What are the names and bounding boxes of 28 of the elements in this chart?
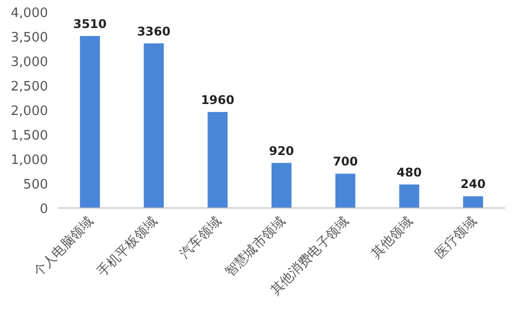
data-label: 3360 xyxy=(137,24,170,38)
x-tick-label: 医疗领域 xyxy=(432,214,480,262)
bar xyxy=(208,112,228,208)
x-tick-label: 汽车领域 xyxy=(177,214,224,262)
y-tick-label: 1,500 xyxy=(10,128,48,144)
y-tick-label: 4,000 xyxy=(10,6,48,21)
y-tick-label: 3,500 xyxy=(10,30,48,46)
x-tick-label: 个人电脑领域 xyxy=(30,214,97,280)
bar xyxy=(272,162,292,208)
bar xyxy=(335,174,356,208)
x-tick-label: 其他领域 xyxy=(368,214,416,262)
y-tick-label: 3,000 xyxy=(10,55,48,70)
x-tick-label: 手机平板领域 xyxy=(94,214,161,280)
y-tick-label: 2,500 xyxy=(10,80,48,94)
bar xyxy=(80,36,100,208)
data-label: 700 xyxy=(332,154,358,169)
data-label: 920 xyxy=(268,144,294,158)
bar xyxy=(399,184,420,208)
y-tick-label: 0 xyxy=(40,202,48,217)
data-label: 480 xyxy=(396,165,422,180)
data-label: 3510 xyxy=(73,17,107,32)
data-label: 240 xyxy=(460,177,486,192)
bar xyxy=(463,196,484,208)
data-label: 1960 xyxy=(200,92,234,107)
y-tick-label: 2,000 xyxy=(10,104,48,119)
y-tick-label: 500 xyxy=(23,178,48,192)
y-tick-label: 1,000 xyxy=(10,153,48,168)
bar xyxy=(144,43,164,208)
